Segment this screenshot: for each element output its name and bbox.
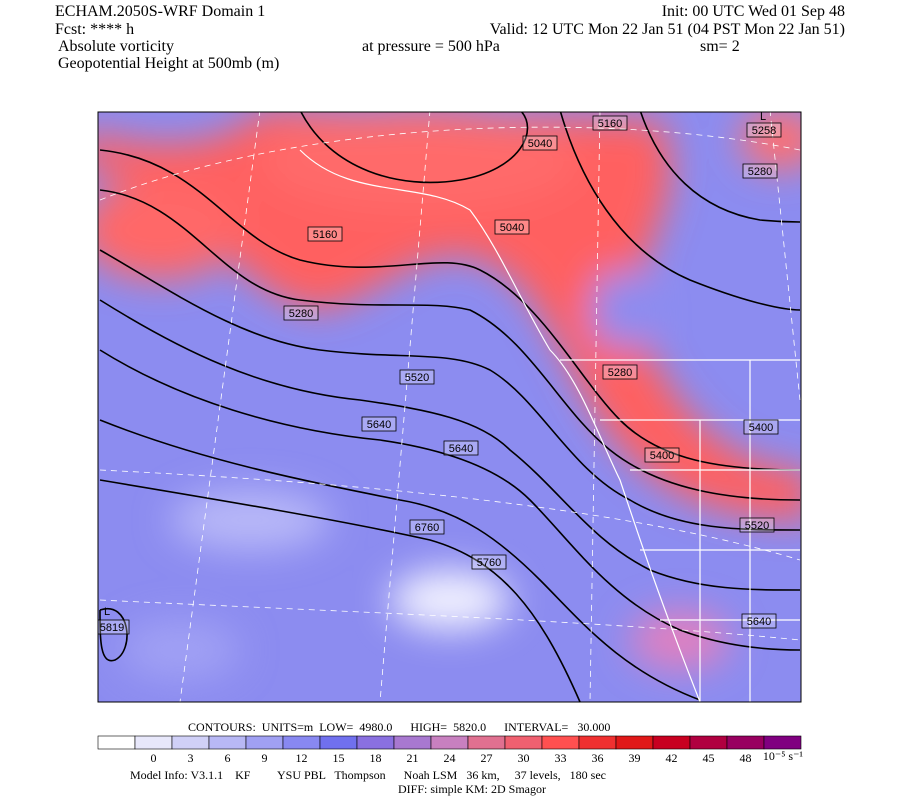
colorbar-tick-label: 21 (407, 751, 419, 765)
contour-label: 5280 (608, 367, 632, 379)
low-marker: L (760, 111, 766, 123)
contour-label: 5760 (477, 557, 501, 569)
colorbar-box (245, 735, 284, 750)
colorbar-tick-label: 0 (151, 751, 157, 765)
colorbar-tick-label: 48 (740, 751, 752, 765)
contour-label: 5280 (289, 308, 313, 320)
map-frame (97, 111, 802, 703)
contour-label: 5040 (500, 222, 524, 234)
contour-label-box (471, 554, 507, 570)
contour-label-box (409, 519, 445, 535)
colorbar-tick-label: 15 (333, 751, 345, 765)
colorbar-box (763, 735, 802, 750)
contour-label-box (399, 369, 435, 385)
colorbar-box (615, 735, 654, 750)
contour-label: 5520 (745, 520, 769, 532)
contour-label-box (602, 364, 638, 380)
colorbar-tick-label: 39 (629, 751, 641, 765)
init-time: Init: 00 UTC Wed 01 Sep 48 (662, 3, 845, 20)
colorbar-box (171, 735, 210, 750)
contour-label: 5160 (313, 229, 337, 241)
colorbar-tick-label: 24 (444, 751, 456, 765)
colorbar-box (208, 735, 247, 750)
colorbar-tick-label: 6 (225, 751, 231, 765)
contour-label: 5280 (748, 166, 772, 178)
contour-label-box (742, 163, 778, 179)
field-name: Absolute vorticity (58, 38, 174, 55)
pressure-level: at pressure = 500 hPa (362, 38, 500, 55)
contour-label: 5258 (752, 125, 776, 137)
contour-label-box (741, 613, 777, 629)
colorbar-box (134, 735, 173, 750)
colorbar-box (652, 735, 691, 750)
colorbar-tick-label: 33 (555, 751, 567, 765)
forecast-hour: Fcst: **** h (55, 21, 134, 38)
map-area: 5160 5258 5040 5280 5040 5160 5280 5280 5520 5640… (98, 111, 801, 702)
colorbar-tick-label: 30 (518, 751, 530, 765)
contour-label-box (307, 226, 343, 242)
coastlines (299, 149, 800, 702)
contour-label-box (592, 115, 628, 131)
colorbar-tick-label: 27 (481, 751, 493, 765)
colorbar-units: 10⁻⁵ s⁻¹ (763, 749, 804, 763)
colorbar-box (356, 735, 395, 750)
colorbar-tick-label: 42 (666, 751, 678, 765)
colorbar-tick-label: 45 (703, 751, 715, 765)
colorbar-box (319, 735, 358, 750)
contour-label-box (743, 419, 779, 435)
diff-info: DIFF: simple KM: 2D Smagor (398, 782, 546, 796)
contour-label: 5040 (528, 138, 552, 150)
contour-label: 5819 (100, 622, 124, 634)
colorbar-box (282, 735, 321, 750)
model-title: ECHAM.2050S-WRF Domain 1 (55, 3, 265, 20)
colorbar-tick-label: 36 (592, 751, 604, 765)
contour-label-box (494, 219, 530, 235)
contour-label: 5640 (367, 419, 391, 431)
colorbar-tick-label: 3 (188, 751, 194, 765)
vorticity-field (98, 112, 801, 680)
contour-label-box (361, 416, 397, 432)
contour-label-box (98, 619, 130, 635)
colorbar-box (430, 735, 469, 750)
low-marker: L (104, 606, 110, 618)
colorbar-tick-label: 18 (370, 751, 382, 765)
contour-label-box (522, 135, 558, 151)
colorbar-box (726, 735, 765, 750)
colorbar-box (541, 735, 580, 750)
colorbar-box (689, 735, 728, 750)
smoothing: sm= 2 (700, 38, 740, 55)
contour-label: 5160 (598, 118, 622, 130)
lat-lon-grid (99, 112, 801, 702)
colorbar-box (467, 735, 506, 750)
contour-label: 5640 (747, 616, 771, 628)
contour-info: CONTOURS: UNITS=m LOW= 4980.0 HIGH= 5820… (188, 720, 610, 734)
contour-label-box (746, 122, 782, 138)
valid-time: Valid: 12 UTC Mon 22 Jan 51 (04 PST Mon … (490, 21, 845, 38)
colorbar-box (578, 735, 617, 750)
colorbar-box (504, 735, 543, 750)
colorbar-box (393, 735, 432, 750)
model-info: Model Info: V3.1.1 KF YSU PBL Thompson N… (130, 768, 606, 782)
contour-label: 5400 (749, 422, 773, 434)
contour-label-box (283, 305, 319, 321)
contour-label: 5520 (405, 372, 429, 384)
contour-label-box (644, 447, 680, 463)
colorbar-box (97, 735, 136, 750)
field-name: Geopotential Height at 500mb (m) (58, 55, 279, 72)
colorbar-tick-label: 12 (296, 751, 308, 765)
contour-label-box (443, 440, 479, 456)
contour-label: 6760 (415, 522, 439, 534)
colorbar: 0 3 6 9 12 15 18 21 24 27 30 33 36 39 42 45 48 10⁻⁵ s⁻¹ (97, 735, 804, 765)
colorbar-tick-label: 9 (262, 751, 268, 765)
contour-label-box (739, 517, 775, 533)
contour-label: 5640 (449, 443, 473, 455)
contour-labels: 5160 5258 5040 5280 5040 5160 5280 5280 5520 5640… (98, 111, 782, 635)
contour-label: 5400 (650, 450, 674, 462)
